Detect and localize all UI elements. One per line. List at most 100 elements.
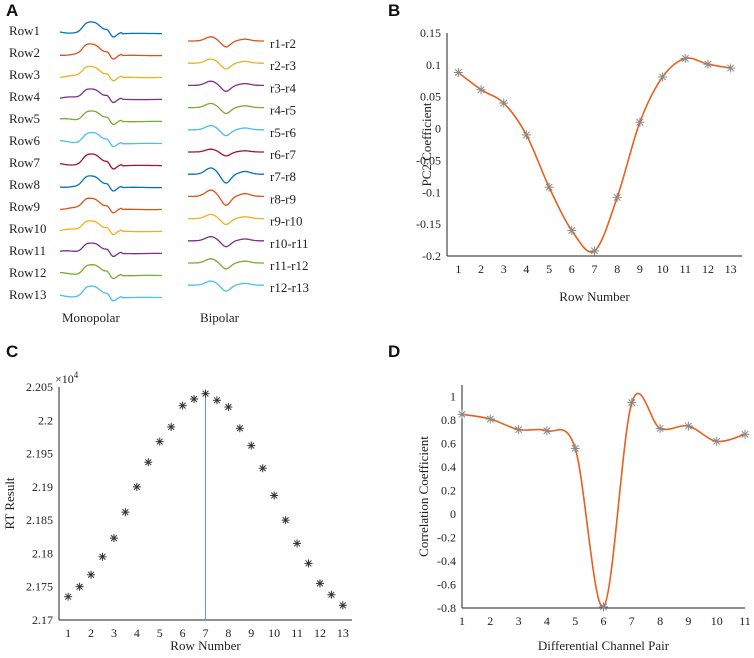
data-point: [476, 85, 486, 95]
x-ticks: 1 2 3 4 5 6 7 8 9 10 11: [459, 614, 751, 628]
bipolar-trace: [188, 167, 264, 184]
bipolar-row-label: r4-r5: [270, 103, 296, 118]
data-point: [740, 429, 750, 439]
y-tick-label: -0.1: [422, 185, 441, 199]
x-tick-label: 7: [592, 262, 598, 276]
panel-label-c: C: [6, 342, 18, 361]
exponent-base: ×10: [55, 372, 74, 386]
x-tick-label: 13: [725, 262, 737, 276]
monopolar-trace: [59, 242, 162, 257]
y-tick-label: 0.6: [441, 437, 456, 451]
y-tick-label: 0: [435, 122, 441, 136]
data-point: [75, 582, 84, 591]
x-tick-label: 9: [637, 262, 643, 276]
data-point: [612, 192, 622, 202]
data-point: [87, 570, 96, 579]
bipolar-row-label: r11-r12: [270, 258, 309, 273]
data-point: [457, 409, 467, 419]
y-tick-label: 2.17: [32, 613, 53, 627]
x-tick-label: 6: [601, 614, 607, 628]
data-markers: [453, 53, 736, 256]
data-point: [655, 423, 665, 433]
data-point: [338, 601, 347, 610]
x-tick-label: 7: [629, 614, 635, 628]
monopolar-trace: [59, 110, 162, 125]
monopolar-row-label: Row5: [9, 111, 40, 126]
data-point: [712, 436, 722, 446]
data-point: [258, 464, 267, 473]
panel-label-b: B: [388, 1, 400, 20]
data-point: [567, 226, 577, 236]
x-tick-label: 4: [134, 626, 140, 640]
y-ticks: 1 0.8 0.6 0.4 0.2 0 -0.2 -0.4 -0.6 -0.8: [437, 390, 456, 615]
bipolar-trace: [188, 280, 264, 292]
bipolar-trace: [188, 102, 264, 115]
bipolar-trace: [188, 189, 264, 206]
y-tick-label: -0.8: [437, 601, 456, 615]
bipolar-trace: [188, 258, 264, 270]
data-point: [224, 402, 233, 411]
data-point: [98, 552, 107, 561]
bipolar-row-label: r5-r6: [270, 125, 296, 140]
data-point: [201, 389, 210, 398]
bipolar-trace: [188, 58, 264, 70]
data-point: [304, 559, 313, 568]
data-point: [121, 508, 130, 517]
y-tick-label: 0.1: [426, 58, 441, 72]
x-tick-label: 2: [88, 626, 94, 640]
x-tick-label: 1: [455, 262, 461, 276]
x-tick-label: 3: [111, 626, 117, 640]
data-point: [683, 421, 693, 431]
y-tick-label: 2.18: [32, 546, 53, 560]
data-point: [281, 516, 290, 525]
data-point: [680, 53, 690, 63]
bipolar-trace: [188, 148, 264, 157]
x-tick-label: 6: [569, 262, 575, 276]
x-tick-label: 2: [478, 262, 484, 276]
y-tick-label: 2.2: [38, 413, 53, 427]
y-tick-label: 2.185: [26, 513, 53, 527]
x-tick-label: 12: [314, 626, 326, 640]
data-point: [658, 72, 668, 82]
x-tick-label: 1: [459, 614, 465, 628]
x-tick-label: 4: [523, 262, 529, 276]
y-tick-label: -0.2: [422, 249, 441, 263]
x-tick-label: 3: [516, 614, 522, 628]
monopolar-row-label: Row9: [9, 199, 40, 214]
y-tick-label: 2.195: [26, 447, 53, 461]
monopolar-row-label: Row12: [9, 265, 47, 280]
monopolar-row-label: Row2: [9, 45, 40, 60]
x-tick-label: 8: [657, 614, 663, 628]
bipolar-row-label: r8-r9: [270, 191, 296, 206]
data-point: [499, 98, 509, 108]
x-tick-label: 3: [501, 262, 507, 276]
y-axis-label: RT Result: [2, 477, 17, 529]
data-point: [247, 441, 256, 450]
bipolar-row-label: r12-r13: [270, 280, 309, 295]
y-ticks: 0.15 0.1 0.05 0 -0.05 -0.1 -0.15 -0.2: [416, 26, 441, 263]
panel-a-waveforms: Row1 Row2 Row3 Row4 Row5 Row6 Row7 Row8 Row9 Row1…: [9, 21, 309, 302]
bipolar-row-label: r10-r11: [270, 236, 309, 251]
x-tick-label: 12: [702, 262, 714, 276]
y-tick-label: 0.15: [420, 26, 441, 40]
monopolar-trace: [59, 220, 162, 236]
monopolar-row-label: Row3: [9, 67, 40, 82]
data-point: [155, 437, 164, 446]
monopolar-trace: [59, 175, 162, 192]
bipolar-trace: [188, 36, 264, 48]
y-tick-label: 2.19: [32, 480, 53, 494]
data-point: [453, 68, 463, 78]
y-tick-label: 0.05: [420, 90, 441, 104]
x-tick-label: 1: [65, 626, 71, 640]
x-tick-label: 4: [544, 614, 550, 628]
data-point: [485, 414, 495, 424]
data-point: [635, 117, 645, 127]
y-axis-label: PC2 Coefficient: [419, 102, 434, 186]
y-tick-label: -0.05: [416, 153, 441, 167]
y-tick-label: 0: [450, 507, 456, 521]
data-markers: [64, 389, 347, 610]
x-ticks: 1 2 3 4 5 6 7 8 9 10 11 12 13: [65, 626, 349, 640]
data-point: [190, 394, 199, 403]
x-tick-label: 6: [180, 626, 186, 640]
y-tick-label: 1: [450, 390, 456, 404]
